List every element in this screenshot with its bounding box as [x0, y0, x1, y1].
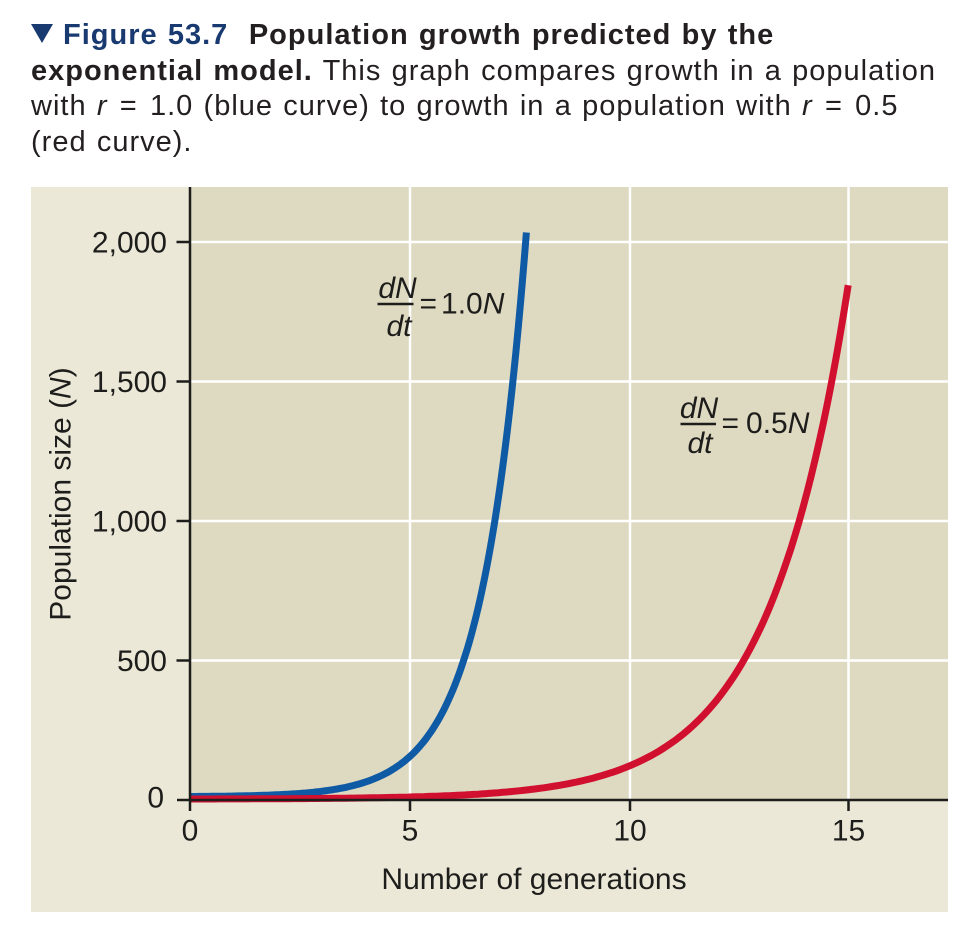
svg-text:dN: dN — [378, 272, 417, 305]
svg-text:=0.5N: = 0.5N — [722, 407, 810, 440]
svg-text:5: 5 — [402, 815, 419, 848]
svg-text:2,000: 2,000 — [92, 227, 167, 260]
svg-text:500: 500 — [117, 645, 167, 678]
svg-text:0: 0 — [182, 815, 199, 848]
svg-text:1,500: 1,500 — [92, 366, 167, 399]
svg-text:=1.0N: = 1.0N — [420, 288, 505, 321]
svg-text:dN: dN — [680, 392, 719, 425]
svg-text:15: 15 — [832, 815, 865, 848]
svg-text:10: 10 — [613, 815, 646, 848]
svg-text:Number of generations: Number of generations — [381, 863, 686, 896]
svg-text:dt: dt — [687, 427, 714, 460]
svg-text:Population size (N): Population size (N) — [45, 367, 78, 620]
svg-text:1,000: 1,000 — [92, 506, 167, 539]
svg-text:dt: dt — [386, 310, 413, 343]
svg-text:0: 0 — [147, 782, 164, 815]
